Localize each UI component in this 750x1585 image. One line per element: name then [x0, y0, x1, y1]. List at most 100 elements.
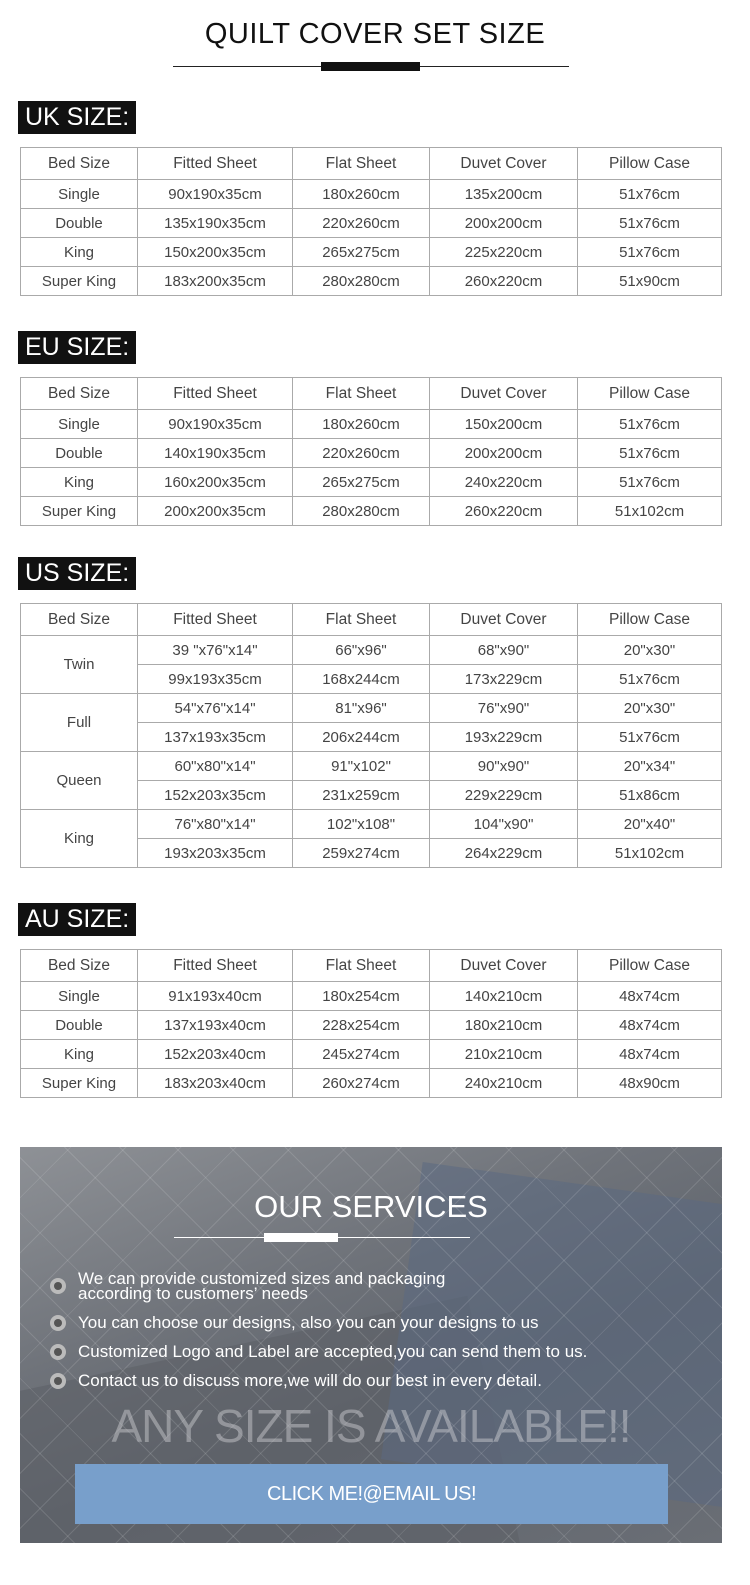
- table-cell: 183x203x40cm: [137, 1068, 293, 1098]
- table-cell: 280x280cm: [292, 266, 430, 296]
- table-cell: Single: [20, 179, 138, 209]
- table-cell: 193x203x35cm: [137, 838, 293, 868]
- table-cell: 51x102cm: [577, 838, 722, 868]
- table-row: King 160x200x35cm 265x275cm 240x220cm 51x76c…: [20, 467, 722, 497]
- table-cell: 81"x96": [292, 693, 430, 723]
- table-cell: 60"x80"x14": [137, 751, 293, 781]
- column-header: Pillow Case: [577, 603, 722, 636]
- service-text: Customized Logo and Label are accepted,y…: [78, 1342, 588, 1361]
- table-cell: 76"x80"x14": [137, 809, 293, 839]
- table-cell: King: [20, 467, 138, 497]
- table-row: Queen 60"x80"x14" 91"x102" 90"x90" 20"x34": [20, 751, 722, 810]
- table-row: Double 137x193x40cm 228x254cm 180x210cm 48x7…: [20, 1010, 722, 1040]
- table-cell: King: [20, 1039, 138, 1069]
- table-cell: 180x254cm: [292, 981, 430, 1011]
- table-header-row: Bed Size Fitted Sheet Flat Sheet Duvet Cove…: [20, 949, 722, 982]
- table-cell: 260x220cm: [429, 266, 578, 296]
- table-cell: 20"x30": [577, 635, 722, 665]
- eu-size-label: EU SIZE:: [18, 331, 137, 364]
- table-cell: 48x74cm: [577, 1010, 722, 1040]
- au-size-label: AU SIZE:: [18, 903, 137, 936]
- column-header: Bed Size: [20, 949, 138, 982]
- table-row: King 150x200x35cm 265x275cm 225x220cm 51x76c…: [20, 237, 722, 267]
- table-cell: Double: [20, 438, 138, 468]
- email-us-button[interactable]: CLICK ME!@EMAIL US!: [75, 1464, 668, 1524]
- table-cell: 183x200x35cm: [137, 266, 293, 296]
- eu-size-table: Bed Size Fitted Sheet Flat Sheet Duvet Cove…: [20, 377, 722, 526]
- table-cell: 140x190x35cm: [137, 438, 293, 468]
- table-cell: 66"x96": [292, 635, 430, 665]
- table-cell: 91x193x40cm: [137, 981, 293, 1011]
- table-cell: 200x200cm: [429, 438, 578, 468]
- table-cell: 220x260cm: [292, 438, 430, 468]
- table-row: Super King 200x200x35cm 280x280cm 260x220cm…: [20, 496, 722, 526]
- service-text-line: We can provide customized sizes and pack…: [78, 1269, 446, 1288]
- table-header-row: Bed Size Fitted Sheet Flat Sheet Duvet Cove…: [20, 603, 722, 636]
- table-cell: Super King: [20, 496, 138, 526]
- column-header: Fitted Sheet: [137, 603, 293, 636]
- column-header: Pillow Case: [577, 949, 722, 982]
- service-item: Contact us to discuss more,we will do ou…: [50, 1372, 542, 1389]
- column-header: Fitted Sheet: [137, 147, 293, 180]
- table-cell: 135x200cm: [429, 179, 578, 209]
- bed-size-cell: Queen: [20, 751, 138, 810]
- column-header: Bed Size: [20, 147, 138, 180]
- bullet-icon: [50, 1373, 66, 1389]
- table-cell: 68"x90": [429, 635, 578, 665]
- uk-size-label: UK SIZE:: [18, 101, 137, 134]
- services-divider-accent: [264, 1233, 338, 1242]
- table-cell: 51x76cm: [577, 208, 722, 238]
- table-cell: 135x190x35cm: [137, 208, 293, 238]
- table-cell: 140x210cm: [429, 981, 578, 1011]
- table-cell: 260x274cm: [292, 1068, 430, 1098]
- table-cell: 260x220cm: [429, 496, 578, 526]
- table-cell: 90x190x35cm: [137, 179, 293, 209]
- column-header: Flat Sheet: [292, 147, 430, 180]
- column-header: Bed Size: [20, 603, 138, 636]
- table-row: 99x193x35cm 168x244cm 173x229cm 51x76cm: [21, 664, 722, 694]
- table-cell: 200x200x35cm: [137, 496, 293, 526]
- table-row: Super King 183x200x35cm 280x280cm 260x220cm…: [20, 266, 722, 296]
- table-cell: 150x200x35cm: [137, 237, 293, 267]
- table-row: Super King 183x203x40cm 260x274cm 240x210cm…: [20, 1068, 722, 1098]
- table-cell: 245x274cm: [292, 1039, 430, 1069]
- table-cell: 51x76cm: [577, 722, 722, 752]
- column-header: Pillow Case: [577, 147, 722, 180]
- table-cell: 265x275cm: [292, 467, 430, 497]
- table-cell: 152x203x40cm: [137, 1039, 293, 1069]
- column-header: Duvet Cover: [429, 603, 578, 636]
- table-cell: 173x229cm: [429, 664, 578, 694]
- table-cell: 220x260cm: [292, 208, 430, 238]
- table-cell: Double: [20, 1010, 138, 1040]
- table-cell: 90x190x35cm: [137, 409, 293, 439]
- table-cell: 51x86cm: [577, 780, 722, 810]
- bullet-icon: [50, 1344, 66, 1360]
- table-row: 152x203x35cm 231x259cm 229x229cm 51x86cm: [21, 780, 722, 810]
- table-cell: 51x102cm: [577, 496, 722, 526]
- bed-size-cell: King: [20, 809, 138, 868]
- table-cell: 99x193x35cm: [137, 664, 293, 694]
- bullet-icon: [50, 1278, 66, 1294]
- table-cell: 280x280cm: [292, 496, 430, 526]
- service-text: You can choose our designs, also you can…: [78, 1313, 539, 1332]
- service-item: Customized Logo and Label are accepted,y…: [50, 1342, 588, 1361]
- table-cell: 180x260cm: [292, 409, 430, 439]
- table-row: King 152x203x40cm 245x274cm 210x210cm 48x74c…: [20, 1039, 722, 1069]
- table-cell: 102"x108": [292, 809, 430, 839]
- service-item: You can choose our designs, also you can…: [50, 1313, 539, 1332]
- column-header: Fitted Sheet: [137, 377, 293, 410]
- column-header: Flat Sheet: [292, 603, 430, 636]
- table-row: Single 90x190x35cm 180x260cm 135x200cm 51x76…: [20, 179, 722, 209]
- table-cell: 137x193x40cm: [137, 1010, 293, 1040]
- table-row: 137x193x35cm 206x244cm 193x229cm 51x76cm: [21, 722, 722, 752]
- table-cell: 193x229cm: [429, 722, 578, 752]
- table-cell: 20"x40": [577, 809, 722, 839]
- table-cell: 240x210cm: [429, 1068, 578, 1098]
- table-cell: 229x229cm: [429, 780, 578, 810]
- table-row: Full 54"x76"x14" 81"x96" 76"x90" 20"x30": [20, 693, 722, 752]
- table-cell: 76"x90": [429, 693, 578, 723]
- table-cell: 48x74cm: [577, 1039, 722, 1069]
- table-cell: 48x90cm: [577, 1068, 722, 1098]
- table-cell: 39 "x76"x14": [137, 635, 293, 665]
- table-row: King 76"x80"x14" 102"x108" 104"x90" 20"x40": [20, 809, 722, 868]
